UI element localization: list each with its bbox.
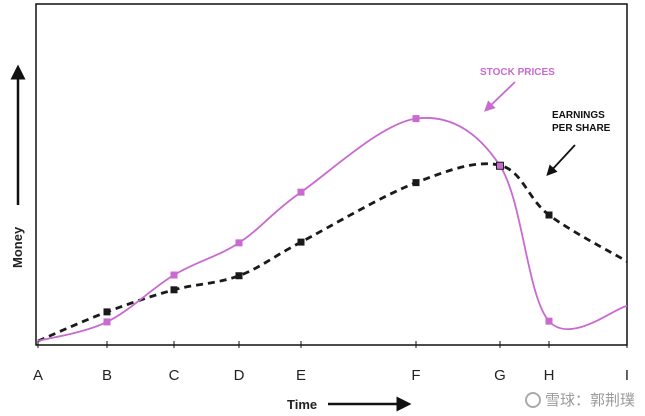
annotations: STOCK PRICES EARNINGS PER SHARE bbox=[480, 67, 611, 176]
watermark: 雪球：郭荆璞 bbox=[524, 389, 635, 410]
annotation-1-line-0: EARNINGS bbox=[552, 110, 605, 121]
earnings-point-E bbox=[297, 238, 305, 246]
x-tick-label-F: F bbox=[411, 367, 420, 384]
stock-point-F bbox=[412, 115, 420, 123]
x-tick-label-A: A bbox=[33, 367, 43, 384]
earnings-point-B bbox=[103, 308, 111, 316]
x-tick-label-E: E bbox=[296, 367, 306, 384]
annotation-1-line-1: PER SHARE bbox=[552, 123, 611, 134]
x-tick-label-G: G bbox=[494, 367, 506, 384]
x-axis-title: Time bbox=[287, 397, 317, 412]
stock-point-B bbox=[103, 318, 111, 326]
x-tick-label-C: C bbox=[169, 367, 180, 384]
watermark-text: 雪球：郭荆璞 bbox=[544, 391, 635, 409]
x-tick-label-B: B bbox=[102, 367, 112, 384]
stock-prices-line bbox=[37, 117, 628, 342]
snowball-logo-icon bbox=[524, 392, 541, 408]
stock-point-G bbox=[496, 161, 504, 170]
annotation-arrow-1 bbox=[546, 144, 576, 176]
annotation-arrow-0 bbox=[484, 81, 516, 112]
x-tick-label-I: I bbox=[625, 367, 629, 384]
annotation-0-line-0: STOCK PRICES bbox=[480, 67, 555, 78]
stock-point-D bbox=[235, 239, 243, 247]
earnings-point-H bbox=[545, 211, 553, 219]
stock-point-C bbox=[170, 271, 178, 279]
stock-series bbox=[37, 115, 628, 342]
x-tick-label-H: H bbox=[544, 367, 555, 384]
plot-frame bbox=[35, 3, 628, 346]
earnings-per-share-line bbox=[37, 162, 628, 343]
earnings-point-C bbox=[170, 286, 178, 294]
stock-point-E bbox=[297, 188, 305, 196]
stock-point-H bbox=[545, 317, 553, 325]
earnings-point-D bbox=[235, 272, 243, 280]
earnings-point-F bbox=[412, 179, 420, 187]
y-axis-title: Money bbox=[10, 226, 25, 268]
earnings-series bbox=[37, 161, 628, 343]
x-tick-labels: A B C D E F G H I bbox=[33, 341, 629, 384]
x-tick-label-D: D bbox=[234, 367, 245, 384]
